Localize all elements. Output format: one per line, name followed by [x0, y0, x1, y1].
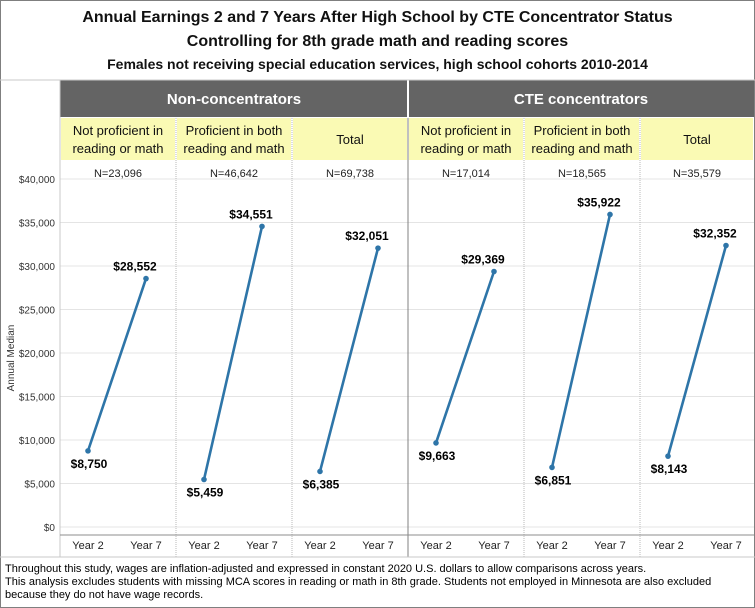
- y-tick-label: $20,000: [19, 349, 56, 360]
- panel-header-label: Not proficient in: [73, 123, 163, 138]
- panel-header-bg: [525, 118, 639, 160]
- data-point: [433, 440, 439, 446]
- data-label: $29,369: [461, 252, 505, 266]
- group-header-label: Non-concentrators: [167, 91, 301, 108]
- x-tick-label: Year 7: [478, 540, 509, 552]
- x-tick-label: Year 7: [710, 540, 741, 552]
- y-tick-label: $0: [44, 523, 56, 534]
- footnote-line: because they do not have wage records.: [5, 589, 204, 601]
- series-line: [550, 213, 612, 469]
- y-tick-label: $25,000: [19, 306, 56, 317]
- data-point: [143, 275, 149, 282]
- panel-header-label: reading and math: [183, 141, 284, 156]
- panel-header-label: reading or math: [420, 141, 511, 156]
- panel-header-bg: [409, 118, 523, 160]
- data-point: [549, 464, 555, 471]
- panel-header-label: Not proficient in: [421, 123, 511, 138]
- series-line: [86, 277, 148, 453]
- data-point: [259, 223, 265, 230]
- data-label: $8,143: [651, 462, 688, 476]
- chart-subtitle-2: Females not receiving special education …: [107, 56, 648, 72]
- footnote-line: Throughout this study, wages are inflati…: [5, 563, 647, 575]
- panel-header-bg: [177, 118, 291, 160]
- panel-header-label: reading or math: [72, 141, 163, 156]
- x-tick-label: Year 2: [652, 540, 683, 552]
- panel-header-bg: [641, 118, 753, 160]
- data-label: $8,750: [71, 457, 108, 471]
- n-label: N=17,014: [442, 168, 490, 180]
- n-label: N=23,096: [94, 168, 142, 180]
- data-point: [201, 476, 207, 483]
- series-line: [434, 270, 496, 445]
- x-tick-label: Year 2: [72, 540, 103, 552]
- panel-header-label: Total: [336, 132, 364, 147]
- data-label: $32,352: [693, 227, 737, 241]
- panel-header-label: Proficient in both: [186, 123, 283, 138]
- y-tick-label: $35,000: [19, 219, 56, 230]
- x-tick-label: Year 2: [536, 540, 567, 552]
- x-tick-label: Year 2: [420, 540, 451, 552]
- data-label: $5,459: [187, 486, 224, 500]
- chart-subtitle: Controlling for 8th grade math and readi…: [186, 33, 569, 50]
- x-tick-label: Year 7: [362, 540, 393, 552]
- y-tick-label: $10,000: [19, 436, 56, 447]
- panel-header-bg: [293, 118, 407, 160]
- data-point: [607, 211, 613, 218]
- n-label: N=18,565: [558, 168, 606, 180]
- x-tick-label: Year 7: [130, 540, 161, 552]
- x-tick-label: Year 7: [246, 540, 277, 552]
- n-label: N=46,642: [210, 168, 258, 180]
- x-tick-label: Year 2: [304, 540, 335, 552]
- y-tick-label: $40,000: [19, 175, 56, 186]
- group-header-bg: [408, 80, 754, 117]
- line-chart: $0 $5,000 $10,000 $15,000 $20,000 $25,000 $30,…: [0, 79, 755, 558]
- series-line: [202, 225, 264, 481]
- panel-header-label: reading and math: [531, 141, 632, 156]
- data-label: $34,551: [229, 207, 273, 221]
- n-label: N=35,579: [673, 168, 721, 180]
- data-point: [85, 448, 91, 454]
- group-header-bg: [60, 80, 408, 117]
- series-line: [318, 246, 380, 473]
- data-point: [723, 242, 729, 249]
- data-point: [665, 453, 671, 459]
- footnotes: Throughout this study, wages are inflati…: [5, 563, 750, 602]
- footnote-line: This analysis excludes students with mis…: [5, 576, 712, 588]
- data-label: $6,385: [303, 477, 340, 491]
- y-tick-label: $15,000: [19, 393, 56, 404]
- data-label: $9,663: [419, 449, 456, 463]
- y-axis-title: Annual Median: [6, 325, 17, 392]
- group-header-label: CTE concentrators: [514, 91, 648, 108]
- data-label: $35,922: [577, 195, 621, 209]
- x-tick-label: Year 2: [188, 540, 219, 552]
- series-line: [666, 244, 728, 458]
- x-tick-label: Year 7: [594, 540, 625, 552]
- panel-header-label: Total: [683, 132, 711, 147]
- data-point: [375, 245, 381, 251]
- data-label: $28,552: [113, 260, 157, 274]
- panel-header-label: Proficient in both: [534, 123, 631, 138]
- data-point: [491, 268, 497, 275]
- data-point: [317, 468, 323, 475]
- n-label: N=69,738: [326, 168, 374, 180]
- chart-title: Annual Earnings 2 and 7 Years After High…: [82, 9, 673, 26]
- panel-header-bg: [61, 118, 175, 160]
- data-label: $6,851: [535, 473, 572, 487]
- data-label: $32,051: [345, 229, 389, 243]
- y-tick-label: $5,000: [24, 480, 55, 491]
- y-tick-label: $30,000: [19, 262, 56, 273]
